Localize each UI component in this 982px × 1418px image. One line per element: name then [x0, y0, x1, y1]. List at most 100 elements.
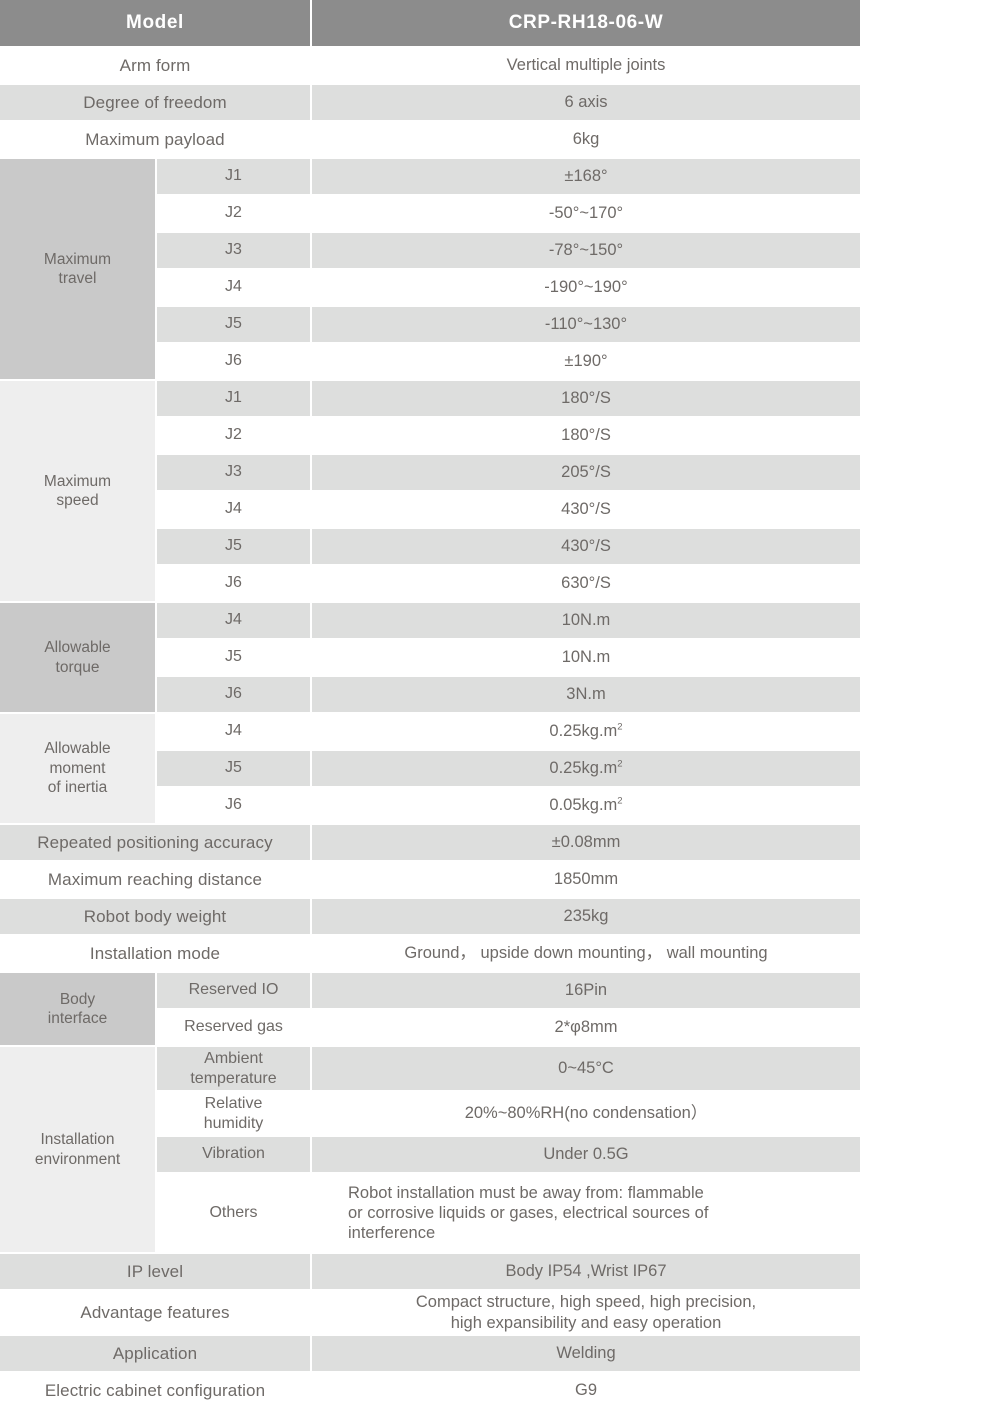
- group-label-line: Allowable: [44, 639, 111, 657]
- row-value-maximum-payload: 6kg: [312, 122, 860, 157]
- sub-label-j5: J5: [157, 751, 310, 786]
- sub-label-j1: J1: [157, 381, 310, 416]
- sub-label-line: temperature: [190, 1069, 277, 1087]
- value-exponent: 2: [617, 758, 623, 770]
- group-label-allowable-moment-of-inertia: Allowable moment of inertia: [0, 714, 155, 823]
- table-row: J3 -78°~150°: [155, 233, 860, 268]
- group-label-line: environment: [34, 1150, 121, 1168]
- sub-label-j4: J4: [157, 492, 310, 527]
- table-row: Advantage features Compact structure, hi…: [0, 1291, 860, 1334]
- sub-label-j5: J5: [157, 529, 310, 564]
- value-text: 0.25kg.m2: [549, 722, 622, 741]
- row-label-electric-cabinet-configuration: Electric cabinet configuration: [0, 1373, 310, 1408]
- table-row: J5 0.25kg.m2: [155, 751, 860, 786]
- sub-label-j2: J2: [157, 418, 310, 453]
- group-label-maximum-travel: Maximum travel: [0, 159, 155, 379]
- row-label-advantage-features: Advantage features: [0, 1291, 310, 1334]
- value-travel-j1: ±168°: [312, 159, 860, 194]
- table-row: Reserved IO 16Pin: [155, 973, 860, 1008]
- value-reserved-gas: 2*φ8mm: [312, 1010, 860, 1045]
- table-row: J5 -110°~130°: [155, 307, 860, 342]
- sub-label-j4: J4: [157, 270, 310, 305]
- value-line: high expansibility and easy operation: [450, 1313, 722, 1332]
- table-row: J1 ±168°: [155, 159, 860, 194]
- group-label-body-interface: Body interface: [0, 973, 155, 1045]
- sub-label-reserved-io: Reserved IO: [157, 973, 310, 1008]
- row-label-arm-form: Arm form: [0, 48, 310, 83]
- group-label-line: speed: [56, 492, 99, 509]
- value-exponent: 2: [617, 795, 623, 807]
- group-body-interface: Body interface Reserved IO 16Pin Reserve…: [0, 973, 860, 1045]
- sub-label-others: Others: [157, 1174, 310, 1252]
- sub-label-j1: J1: [157, 159, 310, 194]
- value-line: or corrosive liquids or gases, electrica…: [348, 1203, 709, 1222]
- table-row: IP level Body IP54 ,Wrist IP67: [0, 1254, 860, 1289]
- sub-label-j5: J5: [157, 640, 310, 675]
- value-exponent: 2: [617, 721, 623, 733]
- value-inertia-j5: 0.25kg.m2: [312, 751, 860, 786]
- sub-label-ambient-temperature: Ambient temperature: [157, 1047, 310, 1090]
- value-line: interference: [348, 1224, 436, 1243]
- table-row: Robot body weight 235kg: [0, 899, 860, 934]
- table-header-row: Model CRP-RH18-06-W: [0, 0, 860, 46]
- row-value-installation-mode: Ground， upside down mounting， wall mount…: [312, 936, 860, 971]
- value-number: 0.05kg.m: [549, 796, 618, 815]
- group-allowable-moment-of-inertia: Allowable moment of inertia J4 0.25kg.m2…: [0, 714, 860, 823]
- table-row: Others Robot installation must be away f…: [155, 1174, 860, 1252]
- row-value-degree-of-freedom: 6 axis: [312, 85, 860, 120]
- table-row: J4 10N.m: [155, 603, 860, 638]
- value-text: 0.25kg.m2: [549, 759, 622, 778]
- table-row: J2 180°/S: [155, 418, 860, 453]
- value-travel-j4: -190°~190°: [312, 270, 860, 305]
- group-label-installation-environment: Installation environment: [0, 1047, 155, 1252]
- group-label-maximum-speed: Maximum speed: [0, 381, 155, 601]
- header-label-model: Model: [0, 0, 310, 46]
- sub-label-j3: J3: [157, 233, 310, 268]
- table-row: Ambient temperature 0~45°C: [155, 1047, 860, 1090]
- row-label-application: Application: [0, 1336, 310, 1371]
- value-travel-j6: ±190°: [312, 344, 860, 379]
- table-row: J1 180°/S: [155, 381, 860, 416]
- value-travel-j2: -50°~170°: [312, 196, 860, 231]
- row-value-ip-level: Body IP54 ,Wrist IP67: [312, 1254, 860, 1289]
- sub-label-line: Relative: [204, 1094, 263, 1112]
- row-label-repeated-positioning-accuracy: Repeated positioning accuracy: [0, 825, 310, 860]
- value-others: Robot installation must be away from: fl…: [312, 1174, 860, 1252]
- table-row: J6 ±190°: [155, 344, 860, 379]
- sub-label-j6: J6: [157, 344, 310, 379]
- row-value-repeated-positioning-accuracy: ±0.08mm: [312, 825, 860, 860]
- row-value-electric-cabinet-configuration: G9: [312, 1373, 860, 1408]
- row-value-application: Welding: [312, 1336, 860, 1371]
- value-relative-humidity: 20%~80%RH(no condensation）: [312, 1092, 860, 1135]
- value-speed-j3: 205°/S: [312, 455, 860, 490]
- sub-label-line: humidity: [203, 1114, 264, 1132]
- row-label-maximum-payload: Maximum payload: [0, 122, 310, 157]
- table-row: J3 205°/S: [155, 455, 860, 490]
- value-speed-j4: 430°/S: [312, 492, 860, 527]
- table-row: Reserved gas 2*φ8mm: [155, 1010, 860, 1045]
- value-speed-j1: 180°/S: [312, 381, 860, 416]
- table-row: Vibration Under 0.5G: [155, 1137, 860, 1172]
- group-label-line: moment: [49, 759, 106, 777]
- group-label-line: torque: [55, 658, 100, 676]
- table-row: Installation mode Ground， upside down mo…: [0, 936, 860, 971]
- table-row: J4 430°/S: [155, 492, 860, 527]
- table-row: J5 10N.m: [155, 640, 860, 675]
- group-maximum-travel: Maximum travel J1 ±168° J2 -50°~170° J3 …: [0, 159, 860, 379]
- sub-label-j3: J3: [157, 455, 310, 490]
- value-ambient-temperature: 0~45°C: [312, 1047, 860, 1090]
- table-row: J4 -190°~190°: [155, 270, 860, 305]
- table-row: Relative humidity 20%~80%RH(no condensat…: [155, 1092, 860, 1135]
- value-speed-j5: 430°/S: [312, 529, 860, 564]
- value-speed-j2: 180°/S: [312, 418, 860, 453]
- group-label-line: travel: [58, 270, 97, 287]
- row-value-robot-body-weight: 235kg: [312, 899, 860, 934]
- group-label-line: Maximum: [43, 472, 112, 490]
- row-value-arm-form: Vertical multiple joints: [312, 48, 860, 83]
- sub-label-j4: J4: [157, 714, 310, 749]
- value-number: 0.25kg.m: [549, 759, 618, 778]
- table-row: J6 3N.m: [155, 677, 860, 712]
- row-label-degree-of-freedom: Degree of freedom: [0, 85, 310, 120]
- sub-label-relative-humidity: Relative humidity: [157, 1092, 310, 1135]
